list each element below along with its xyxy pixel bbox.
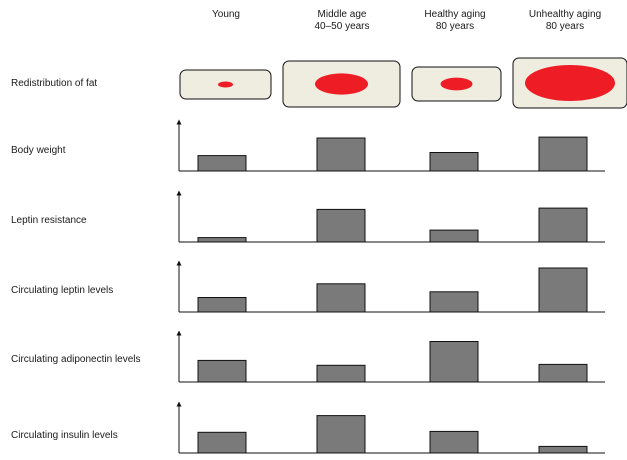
column-header-line1: Middle age <box>317 9 367 20</box>
column-header-young: Young <box>212 9 240 21</box>
bar <box>316 137 366 172</box>
column-header-line1: Healthy aging <box>424 9 486 20</box>
column-header-line2: 80 years <box>545 21 585 32</box>
bar <box>429 229 479 243</box>
row-label-body-weight: Body weight <box>11 145 66 156</box>
bar <box>197 155 247 172</box>
column-header-line1: Young <box>212 9 240 20</box>
row-label-redistribution-of-fat: Redistribution of fat <box>11 78 98 89</box>
bar <box>197 237 247 243</box>
bar <box>429 341 479 383</box>
fat-deposit <box>440 77 473 91</box>
fat-deposit <box>525 65 615 101</box>
bar <box>316 415 366 454</box>
bar <box>538 136 588 172</box>
bar <box>538 267 588 313</box>
fat-deposit <box>315 73 368 95</box>
bar <box>538 363 588 383</box>
row-label-circulating-adiponectin-levels: Circulating adiponectin levels <box>11 354 141 365</box>
bar <box>316 208 366 243</box>
column-header-healthy-aging: Healthy aging 80 years <box>424 9 485 33</box>
column-header-unhealthy-aging: Unhealthy aging 80 years <box>529 9 601 33</box>
column-header-middle-age: Middle age 40–50 years <box>314 9 369 33</box>
bar <box>538 207 588 243</box>
bar <box>429 430 479 454</box>
row-label-leptin-resistance: Leptin resistance <box>11 215 87 226</box>
bar <box>538 445 588 454</box>
column-header-line2: 40–50 years <box>314 21 370 32</box>
column-header-line1: Unhealthy aging <box>528 9 602 20</box>
bar <box>197 297 247 313</box>
row-label-circulating-leptin-levels: Circulating leptin levels <box>11 285 114 296</box>
bar <box>197 359 247 383</box>
bar <box>316 283 366 313</box>
row-label-circulating-insulin-levels: Circulating insulin levels <box>11 430 118 441</box>
fat-deposit <box>218 81 233 88</box>
bar <box>197 431 247 454</box>
bar <box>429 152 479 172</box>
bar <box>429 291 479 313</box>
column-header-line2: 80 years <box>435 21 475 32</box>
bar <box>316 364 366 383</box>
